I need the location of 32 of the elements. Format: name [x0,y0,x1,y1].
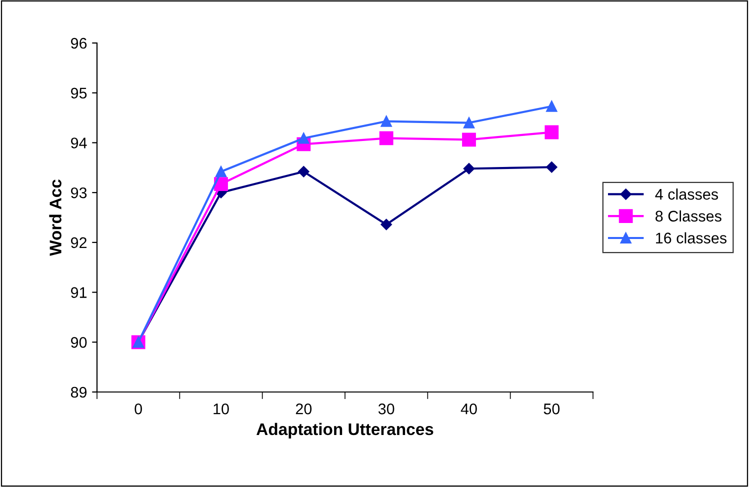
y-tick-label: 96 [71,38,87,49]
point [380,116,392,127]
x-tick-label: 20 [296,404,312,414]
x-tick-label: 40 [460,404,477,414]
y-tick-label: 91 [71,287,87,298]
legend-label: 8 Classes [656,210,722,222]
point [462,132,476,147]
point [380,218,392,230]
y-tick-label: 92 [71,237,87,248]
legend-label: 16 classes [656,232,726,244]
point [298,166,310,178]
point [379,131,394,146]
y-tick-label: 94 [71,138,87,148]
y-tick-label: 95 [71,88,87,99]
x-tick-label: 0 [134,404,142,414]
point [546,162,558,173]
point [463,163,475,174]
x-tick-label: 30 [378,404,394,414]
point [544,125,559,140]
point [463,117,475,128]
y-tick-label: 90 [71,337,87,348]
point [546,100,558,112]
y-tick-label: 93 [71,187,87,198]
y-axis-title: Word Acc [49,180,62,256]
x-tick-label: 10 [214,404,229,414]
legend-label: 4 classes [655,188,718,200]
x-tick-label: 50 [544,404,560,414]
point [215,166,227,178]
y-tick-label: 89 [70,386,87,398]
point [298,132,310,144]
x-axis-title: Adaptation Utterances [256,422,434,438]
point [214,177,228,192]
